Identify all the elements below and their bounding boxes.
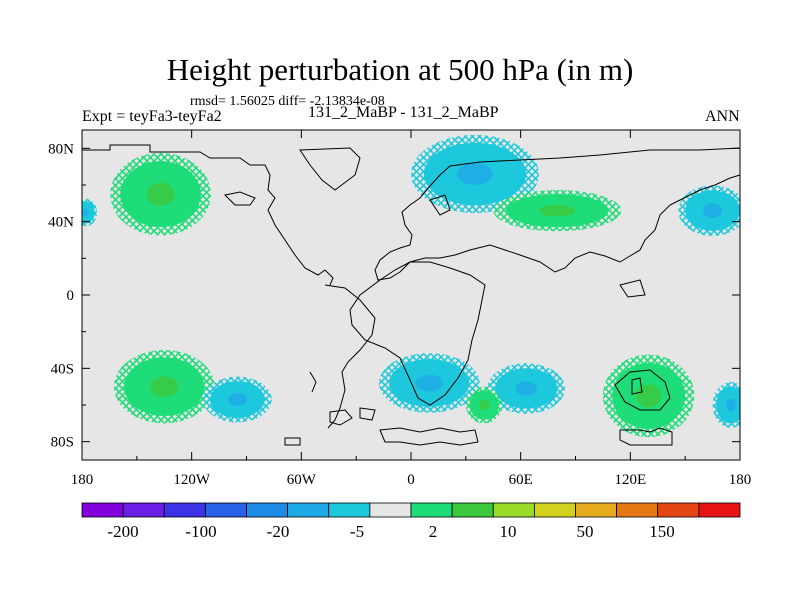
coastline-layer bbox=[82, 144, 740, 446]
x-tick-label-0: 180 bbox=[71, 472, 94, 488]
anomaly-core-11 bbox=[478, 399, 490, 411]
colorbar-label-7: 150 bbox=[649, 522, 675, 541]
x-tick-label-2: 60W bbox=[287, 472, 317, 488]
colorbar-label-6: 50 bbox=[577, 522, 594, 541]
colorbar-swatch-13 bbox=[616, 502, 659, 518]
x-tick-label-6: 180 bbox=[729, 472, 752, 488]
anomaly-core-7 bbox=[635, 384, 662, 408]
anomaly-core-3 bbox=[457, 163, 493, 185]
colorbar-swatch-12 bbox=[575, 502, 618, 518]
colorbar-swatch-3 bbox=[204, 502, 247, 518]
anomaly-core-4 bbox=[539, 204, 576, 217]
anomaly-core-10 bbox=[82, 208, 89, 217]
x-tick-label-1: 120W bbox=[173, 472, 211, 488]
x-tick-label-3: 0 bbox=[407, 472, 415, 488]
anomaly-core-9 bbox=[725, 398, 736, 412]
colorbar-swatch-4 bbox=[246, 502, 289, 518]
colorbar-swatch-7 bbox=[369, 502, 412, 518]
experiment-label: Expt = teyFa3-teyFa2 bbox=[82, 108, 222, 125]
colorbar-label-4: 2 bbox=[429, 522, 438, 541]
colorbar-swatch-0 bbox=[81, 502, 124, 518]
anomaly-core-8 bbox=[702, 203, 723, 218]
anomaly-core-5 bbox=[415, 374, 444, 392]
colorbar-swatch-8 bbox=[410, 502, 453, 518]
colorbar-swatch-5 bbox=[287, 502, 330, 518]
colorbar-label-5: 10 bbox=[500, 522, 517, 541]
colorbar-label-3: -5 bbox=[350, 522, 364, 541]
case-pair-label: 131_2_MaBP - 131_2_MaBP bbox=[308, 104, 499, 121]
y-tick-label-0: 80N bbox=[48, 141, 74, 157]
colorbar-swatch-11 bbox=[533, 502, 576, 518]
anomaly-core-2 bbox=[227, 393, 247, 406]
colorbar-swatch-14 bbox=[657, 502, 700, 518]
colorbar-swatch-6 bbox=[328, 502, 371, 518]
colorbar-label-0: -200 bbox=[107, 522, 138, 541]
colorbar-swatch-1 bbox=[122, 502, 165, 518]
x-tick-label-4: 60E bbox=[509, 472, 533, 488]
y-tick-label-4: 80S bbox=[51, 435, 74, 451]
y-tick-label-3: 40S bbox=[51, 361, 74, 377]
y-tick-label-1: 40N bbox=[48, 215, 74, 231]
colorbar-label-1: -100 bbox=[185, 522, 216, 541]
rmsd-diff-label: rmsd= 1.56025 diff= -2.13834e-08 bbox=[190, 94, 385, 109]
x-tick-label-5: 120E bbox=[614, 472, 646, 488]
colorbar-swatch-2 bbox=[163, 502, 206, 518]
anomaly-core-6 bbox=[515, 381, 538, 396]
anomaly-layer bbox=[82, 135, 740, 438]
chart-title: Height perturbation at 500 hPa (in m) bbox=[166, 52, 634, 87]
season-label: ANN bbox=[705, 108, 740, 125]
colorbar: -200 -100 -20 -5 2 10 50 150 bbox=[81, 502, 741, 541]
x-axis: 180 120W 60W 0 60E 120E 180 bbox=[71, 130, 752, 488]
y-tick-label-2: 0 bbox=[67, 288, 75, 304]
anomaly-core-0 bbox=[146, 182, 175, 206]
y-axis: 80N 40N 0 40S 80S bbox=[48, 141, 740, 451]
colorbar-label-2: -20 bbox=[267, 522, 290, 541]
anomaly-core-1 bbox=[150, 376, 179, 397]
colorbar-swatch-15 bbox=[698, 502, 741, 518]
colorbar-swatch-9 bbox=[451, 502, 494, 518]
colorbar-swatch-10 bbox=[492, 502, 535, 518]
